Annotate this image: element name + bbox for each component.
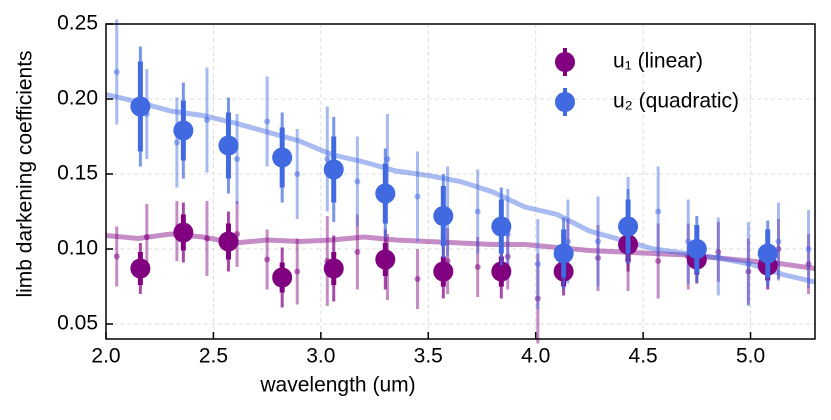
sample-point	[354, 249, 361, 255]
point	[323, 258, 344, 279]
sample-point	[173, 139, 180, 146]
sample-point	[504, 253, 511, 260]
sample-point	[745, 261, 752, 267]
legend-marker	[555, 52, 575, 72]
sample-point	[234, 156, 241, 162]
point	[218, 231, 239, 252]
legend-label: u₁ (linear)	[613, 50, 703, 73]
sample-point	[534, 295, 541, 302]
point	[272, 147, 293, 168]
x-tick-label: 4.5	[629, 345, 658, 368]
sample-point	[354, 178, 361, 185]
sample-point	[805, 246, 812, 252]
sample-point	[414, 276, 421, 282]
sample-point	[534, 261, 541, 267]
sample-point	[294, 171, 301, 177]
legend-marker	[555, 92, 575, 112]
x-tick-label: 2.0	[91, 345, 120, 368]
y-axis-label: limb darkening coefficients	[14, 50, 37, 297]
point	[433, 206, 454, 226]
sample-point	[564, 238, 571, 245]
y-tick-label: 0.05	[57, 312, 98, 335]
sample-point	[655, 208, 662, 215]
sample-point	[264, 256, 271, 263]
x-tick-label: 2.5	[199, 345, 228, 368]
point	[553, 243, 574, 264]
point	[173, 222, 194, 243]
point	[323, 159, 344, 180]
sample-point	[264, 118, 271, 125]
sample-point	[474, 208, 481, 215]
point	[130, 258, 151, 279]
point	[686, 239, 707, 259]
point	[618, 216, 639, 237]
point	[491, 261, 512, 282]
sample-point	[805, 261, 812, 267]
point	[433, 261, 454, 282]
y-tick-label: 0.10	[57, 237, 98, 260]
sample-point	[203, 235, 210, 242]
legend-label: u₂ (quadratic)	[613, 90, 739, 113]
sample-point	[294, 268, 301, 275]
y-tick-label: 0.20	[57, 87, 98, 110]
point	[375, 183, 396, 204]
sample-point	[474, 264, 481, 270]
sample-point	[113, 69, 120, 75]
sample-point	[414, 193, 421, 200]
plot-frame	[105, 23, 816, 340]
sample-point	[655, 258, 662, 264]
model-line	[105, 92, 816, 285]
point	[491, 216, 512, 237]
x-tick-label: 5.0	[736, 345, 765, 368]
sample-point	[324, 156, 331, 162]
point	[218, 135, 239, 156]
point	[757, 243, 778, 264]
model-line	[105, 231, 816, 271]
sample-point	[775, 238, 782, 245]
sample-point	[595, 255, 602, 261]
sample-point	[203, 117, 210, 123]
point	[173, 120, 194, 141]
sample-point	[715, 253, 722, 260]
sample-point	[113, 253, 120, 260]
x-tick-label: 4.0	[521, 345, 550, 368]
x-axis-label: wavelength (um)	[259, 374, 415, 397]
x-tick-label: 3.5	[414, 345, 443, 368]
y-tick-label: 0.25	[57, 12, 98, 35]
sample-point	[143, 234, 150, 240]
x-tick-label: 3.0	[306, 345, 335, 368]
point	[272, 267, 293, 288]
point	[130, 96, 151, 117]
point	[375, 249, 396, 270]
y-tick-label: 0.15	[57, 162, 98, 185]
sample-point	[595, 238, 602, 245]
sample-point	[715, 249, 722, 255]
sample-point	[745, 268, 752, 275]
